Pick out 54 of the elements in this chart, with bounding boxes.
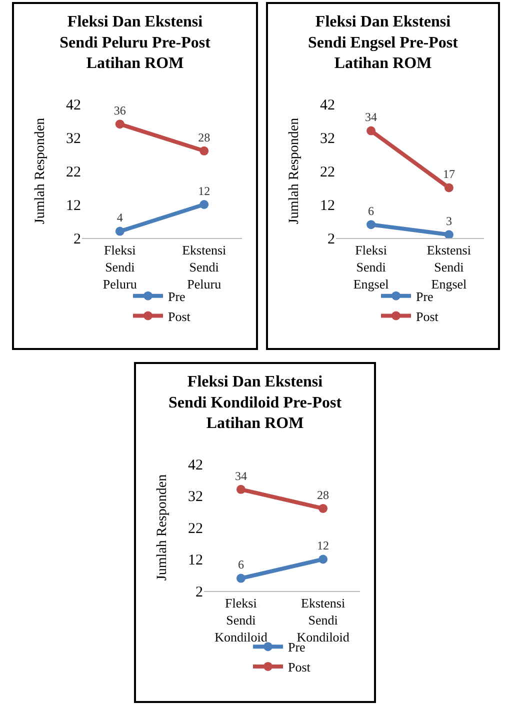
x-tick-label: Ekstensi Sendi Peluru <box>182 242 227 292</box>
point <box>200 146 209 156</box>
y-tick-label: 2 <box>328 231 335 248</box>
point <box>366 220 376 230</box>
chart-title: Fleksi Dan Ekstensi Sendi Peluru Pre-Post Latihan ROM <box>60 14 212 72</box>
point <box>236 484 246 494</box>
point <box>444 183 454 192</box>
y-tick-label: 12 <box>66 198 81 214</box>
point <box>366 126 376 136</box>
y-axis-title: Jumlah Responden <box>33 118 48 224</box>
y-tick-label: 32 <box>320 130 335 147</box>
x-tick-label: Fleksi Sendi Peluru <box>102 242 138 292</box>
point <box>318 554 328 564</box>
data-label: 4 <box>116 210 123 225</box>
data-label: 6 <box>368 204 374 218</box>
y-tick-label: 2 <box>196 584 203 600</box>
data-label: 34 <box>234 468 247 483</box>
data-label: 28 <box>317 488 330 502</box>
y-tick-label: 32 <box>188 489 203 505</box>
data-label: 34 <box>365 110 378 124</box>
x-tick-label: Fleksi Sendi Kondiloid <box>214 596 268 644</box>
legend-label: Post <box>168 308 191 324</box>
point <box>200 200 209 209</box>
x-tick-label: Ekstensi Sendi Engsel <box>426 242 472 292</box>
legend-label: Post <box>288 660 311 675</box>
point <box>236 574 246 583</box>
point <box>444 230 454 240</box>
y-axis-title: Jumlah Responden <box>155 474 170 581</box>
y-tick-label: 12 <box>320 198 335 214</box>
y-tick-label: 42 <box>66 97 81 114</box>
data-label: 17 <box>442 167 455 182</box>
point <box>318 504 328 513</box>
y-tick-label: 42 <box>188 457 203 474</box>
x-tick-label: Ekstensi Sendi Kondiloid <box>296 596 350 644</box>
chart-title: Fleksi Dan Ekstensi Sendi Kondiloid Pre-Post Latihan ROM <box>168 374 342 432</box>
y-tick-label: 22 <box>66 164 81 180</box>
y-tick-label: 12 <box>188 552 203 568</box>
y-tick-label: 42 <box>320 97 335 114</box>
point <box>115 120 124 129</box>
y-tick-label: 22 <box>320 164 335 180</box>
y-tick-label: 2 <box>74 231 81 248</box>
data-label: 6 <box>238 558 244 572</box>
y-axis-title: Jumlah Responden <box>287 118 302 224</box>
y-tick-label: 32 <box>66 130 81 147</box>
data-label: 36 <box>114 103 126 118</box>
data-label: 3 <box>446 214 452 228</box>
legend-label: Pre <box>168 288 186 304</box>
data-label: 28 <box>198 130 210 144</box>
legend-label: Pre <box>416 288 434 304</box>
x-tick-label: Fleksi Sendi Engsel <box>353 242 390 292</box>
y-tick-label: 22 <box>188 520 203 537</box>
chart-title: Fleksi Dan Ekstensi Sendi Engsel Pre-Post Latihan ROM <box>308 14 459 72</box>
point <box>115 226 124 236</box>
legend-label: Post <box>416 308 439 324</box>
